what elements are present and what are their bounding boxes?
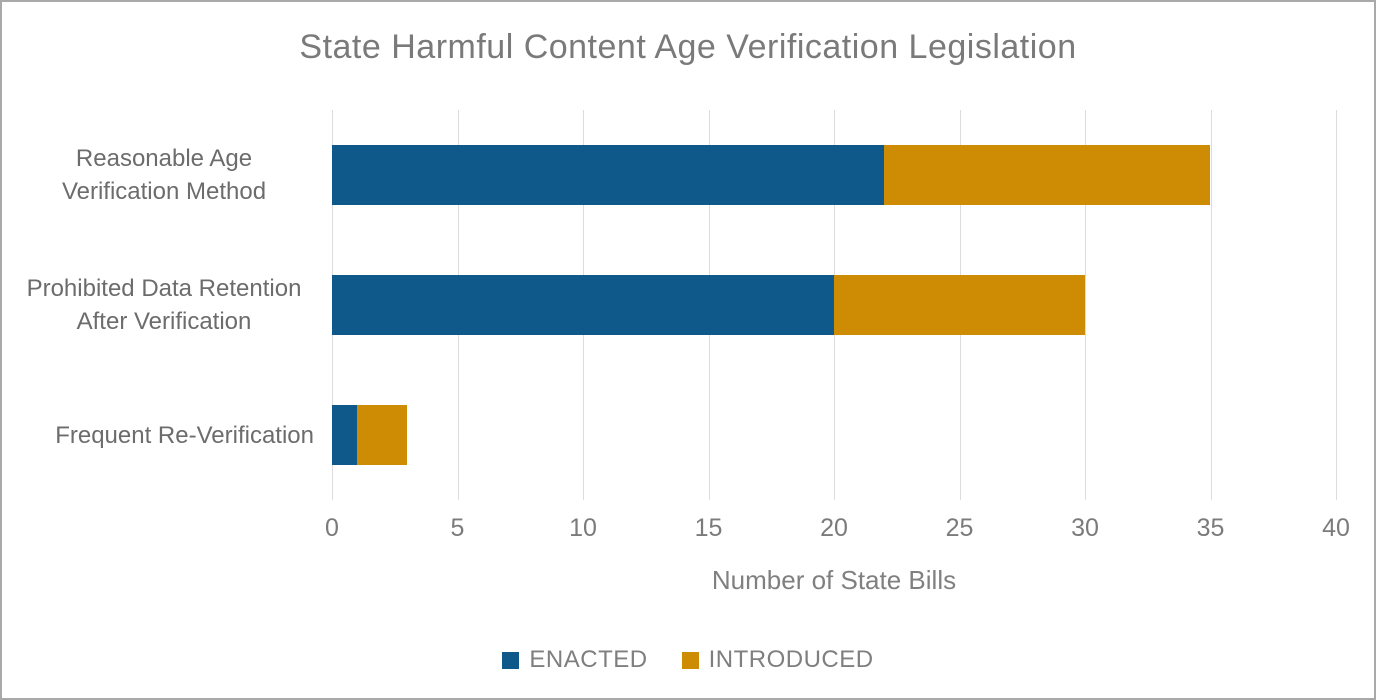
legend-swatch-introduced-icon [681,651,699,669]
category-label: Prohibited Data Retention After Verifica… [26,275,302,335]
category-row: Frequent Re-Verification [2,370,314,500]
legend-item-enacted: ENACTED [502,646,647,674]
category-label: Reasonable Age Verification Method [61,145,267,205]
x-tick-label: 5 [450,514,465,542]
x-tick-label: 10 [569,514,597,542]
gridline [1085,110,1086,500]
x-tick-label: 25 [945,514,974,542]
x-tick-label: 0 [325,514,339,542]
bar-segment-introduced [834,275,1085,335]
bar-segment-introduced [357,405,408,465]
legend-item-introduced: INTRODUCED [681,646,874,674]
x-tick-label: 30 [1071,514,1099,542]
stacked-bar [332,145,1211,205]
stacked-bar [332,405,408,465]
x-tick-label: 35 [1196,514,1225,542]
chart-title: State Harmful Content Age Verification L… [299,28,1077,66]
category-row: Prohibited Data Retention After Verifica… [2,240,314,370]
category-label: Frequent Re-Verification [55,421,314,449]
bar-row [332,370,1336,500]
legend-label-enacted: ENACTED [529,646,648,673]
plot-area [332,110,1337,500]
x-tick-label: 40 [1322,514,1350,542]
category-row: Reasonable Age Verification Method [2,110,314,240]
bar-row [332,240,1336,370]
stacked-bar [332,275,1085,335]
category-axis: Reasonable Age Verification Method Prohib… [2,110,314,500]
gridline [1336,110,1337,500]
legend: ENACTED INTRODUCED [2,646,1374,674]
x-tick-label: 15 [694,514,723,542]
bar-segment-introduced [884,145,1211,205]
legend-swatch-enacted-icon [502,651,520,669]
x-axis-ticks: 0 5 10 15 20 25 30 35 40 [325,514,1350,548]
x-axis-title: Number of State Bills [711,565,957,595]
bar-row [332,110,1336,240]
bar-segment-enacted [332,275,834,335]
x-tick-label: 20 [820,514,848,542]
legend-label-introduced: INTRODUCED [708,646,874,673]
bar-segment-enacted [332,405,358,465]
bar-segment-enacted [332,145,885,205]
gridline [1210,110,1212,500]
